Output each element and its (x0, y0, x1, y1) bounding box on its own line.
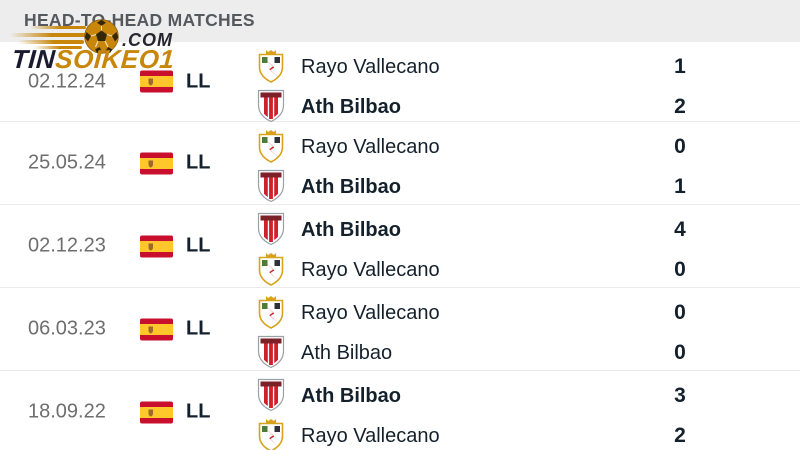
league-group: LL (140, 70, 210, 93)
team-score: 0 (674, 135, 686, 158)
header-band: HEAD-TO-HEAD MATCHES (0, 0, 800, 42)
soccer-ball-icon (84, 19, 119, 54)
brand-text: TINSOIKEO1 (11, 44, 176, 75)
team-score: 1 (674, 55, 686, 78)
spain-flag-icon (140, 235, 173, 257)
ath-bilbao-crest-icon (256, 211, 286, 249)
teams-column: Ath Bilbao 4 Rayo Vallecano 0 (256, 210, 800, 290)
team-line: Rayo Vallecano 2 (256, 416, 800, 450)
speed-line-icon (30, 26, 86, 29)
rayo-vallecano-crest-icon (256, 48, 286, 86)
team-score: 3 (674, 384, 686, 407)
matches-list: 02.12.24 LL (0, 42, 800, 450)
match-date: 06.03.23 (28, 317, 106, 340)
league-group: LL (140, 318, 210, 341)
team-score: 0 (674, 258, 686, 281)
match-date: 25.05.24 (28, 151, 106, 174)
team-line: Ath Bilbao 2 (256, 87, 800, 127)
spain-flag-icon (140, 152, 173, 174)
team-score: 1 (674, 175, 686, 198)
brand-prefix: TIN (10, 44, 57, 74)
team-line: Rayo Vallecano 0 (256, 127, 800, 167)
league-group: LL (140, 401, 210, 424)
team-name: Rayo Vallecano (301, 301, 440, 324)
match-row[interactable]: 02.12.24 LL (0, 42, 800, 123)
league-label: LL (186, 400, 211, 423)
teams-column: Ath Bilbao 3 Rayo Vallecano 2 (256, 376, 800, 450)
speed-line-icon (10, 33, 86, 37)
teams-column: Rayo Vallecano 1 Ath Bilbao 2 (256, 47, 800, 127)
rayo-vallecano-crest-icon (256, 294, 286, 332)
rayo-vallecano-crest-icon (256, 417, 286, 450)
team-score: 0 (674, 341, 686, 364)
league-group: LL (140, 152, 210, 175)
brand-tld: .COM (122, 30, 173, 50)
team-line: Rayo Vallecano 0 (256, 293, 800, 333)
rayo-vallecano-crest-icon (256, 251, 286, 289)
ath-bilbao-crest-icon (256, 334, 286, 372)
team-line: Ath Bilbao 4 (256, 210, 800, 250)
team-score: 2 (674, 95, 686, 118)
team-score: 2 (674, 424, 686, 447)
match-date: 02.12.24 (28, 70, 106, 92)
team-name: Rayo Vallecano (301, 135, 440, 158)
league-label: LL (186, 70, 211, 92)
ath-bilbao-crest-icon (256, 168, 286, 206)
team-line: Ath Bilbao 0 (256, 333, 800, 373)
match-date: 02.12.23 (28, 234, 106, 257)
ath-bilbao-crest-icon (256, 88, 286, 126)
team-name: Ath Bilbao (301, 384, 401, 407)
team-line: Ath Bilbao 1 (256, 167, 800, 207)
team-line: Rayo Vallecano 1 (256, 47, 800, 87)
league-label: LL (186, 151, 211, 174)
rayo-vallecano-crest-icon (256, 128, 286, 166)
match-date: 18.09.22 (28, 400, 106, 423)
league-group: LL (140, 235, 210, 258)
team-name: Ath Bilbao (301, 95, 401, 118)
team-name: Rayo Vallecano (301, 55, 440, 78)
match-row[interactable]: 25.05.24 LL (0, 122, 800, 205)
team-name: Rayo Vallecano (301, 258, 440, 281)
team-name: Ath Bilbao (301, 341, 393, 364)
team-name: Ath Bilbao (301, 175, 401, 198)
team-name: Ath Bilbao (301, 218, 401, 241)
match-row[interactable]: 06.03.23 LL (0, 288, 800, 371)
match-row[interactable]: 02.12.23 LL (0, 205, 800, 288)
speed-line-icon (18, 40, 84, 44)
team-score: 4 (674, 218, 686, 241)
team-score: 0 (674, 301, 686, 324)
speed-line-icon (34, 46, 82, 49)
spain-flag-icon (140, 70, 173, 93)
team-name: Rayo Vallecano (301, 424, 440, 447)
league-label: LL (186, 234, 211, 257)
ath-bilbao-crest-icon (256, 377, 286, 415)
spain-flag-icon (140, 401, 173, 423)
league-label: LL (186, 317, 211, 340)
teams-column: Rayo Vallecano 0 Ath Bilbao 1 (256, 127, 800, 207)
team-line: Ath Bilbao 3 (256, 376, 800, 416)
brand-watermark: .COM TINSOIKEO1 (0, 0, 250, 80)
page-title: HEAD-TO-HEAD MATCHES (24, 10, 255, 30)
team-line: Rayo Vallecano 0 (256, 250, 800, 290)
match-row[interactable]: 18.09.22 LL (0, 371, 800, 450)
brand-suffix: SOIKEO1 (54, 44, 176, 74)
spain-flag-icon (140, 318, 173, 340)
teams-column: Rayo Vallecano 0 Ath Bilbao 0 (256, 293, 800, 373)
